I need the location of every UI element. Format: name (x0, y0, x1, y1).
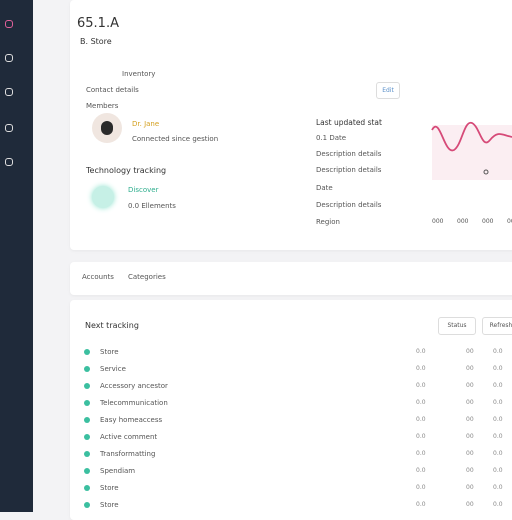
row-cell: 00 (466, 416, 474, 423)
button[interactable]: Status (438, 317, 476, 335)
row-label[interactable]: Transformatting (100, 450, 156, 458)
row-cell: 0.0 (493, 433, 503, 440)
row-cell: 0.0 (416, 450, 426, 457)
row-cell: 0.0 (416, 416, 426, 423)
row-cell: 0.0 (493, 382, 503, 389)
nav-icon[interactable] (5, 158, 13, 166)
row-cell: 0.0 (416, 348, 426, 355)
detail-line: 0.1 Date (316, 134, 347, 142)
row-cell: 0.0 (493, 467, 503, 474)
row-cell: 0.0 (416, 484, 426, 491)
edit-button[interactable]: Edit (376, 82, 400, 99)
row-cell: 0.0 (493, 365, 503, 372)
row-cell: 00 (466, 467, 474, 474)
detail-line: Description details (316, 166, 382, 174)
tracking-name[interactable]: Discover (128, 186, 159, 194)
row-cell: 00 (466, 399, 474, 406)
label: Inventory (122, 70, 156, 78)
row-label[interactable]: Easy homeaccess (100, 416, 163, 424)
nav-icon[interactable] (5, 124, 13, 132)
status-dot (84, 468, 90, 474)
x-label: 000 (482, 218, 494, 225)
tab[interactable]: Accounts (82, 273, 114, 281)
row-label[interactable]: Store (100, 501, 119, 509)
sparkline (431, 122, 512, 180)
status-dot (84, 502, 90, 508)
status-dot (84, 383, 90, 389)
x-label: 000 (432, 218, 444, 225)
row-label[interactable]: Spendiam (100, 467, 136, 475)
row-label[interactable]: Telecommunication (100, 399, 168, 407)
nav-icon[interactable] (5, 54, 13, 62)
marker (483, 169, 489, 175)
row-label[interactable]: Accessory ancestor (100, 382, 168, 390)
detail-line: Description details (316, 201, 382, 209)
row-cell: 00 (466, 433, 474, 440)
row-cell: 0.0 (493, 450, 503, 457)
row-cell: 00 (466, 382, 474, 389)
row-label[interactable]: Active comment (100, 433, 158, 441)
status-dot (84, 485, 90, 491)
line (431, 122, 512, 152)
section-title: Technology tracking (86, 166, 167, 175)
label: Members (86, 102, 119, 110)
details-title: Last updated stat (316, 118, 382, 127)
row-label[interactable]: Store (100, 484, 119, 492)
row-cell: 00 (466, 501, 474, 508)
status-dot (84, 451, 90, 457)
row-cell: 00 (466, 450, 474, 457)
subtitle: B. Store (80, 37, 112, 46)
row-cell: 0.0 (493, 484, 503, 491)
button[interactable]: Refresh (482, 317, 512, 335)
detail-line: Description details (316, 150, 382, 158)
row-cell: 0.0 (493, 348, 503, 355)
x-label: 000 (507, 218, 512, 225)
member-note: Connected since gestion (132, 135, 219, 143)
label: Contact details (86, 86, 139, 94)
nav-icon[interactable] (5, 88, 13, 96)
tabs-card (70, 262, 512, 295)
row-cell: 00 (466, 365, 474, 372)
detail-line: Date (316, 184, 333, 192)
list-title: Next tracking (85, 321, 139, 330)
title: 65.1.A (77, 16, 119, 31)
status-dot (84, 349, 90, 355)
avatar (92, 113, 122, 143)
row-cell: 0.0 (416, 467, 426, 474)
row-cell: 0.0 (493, 416, 503, 423)
member-name[interactable]: Dr. Jane (132, 120, 160, 128)
row-cell: 00 (466, 348, 474, 355)
row-cell: 0.0 (416, 382, 426, 389)
row-cell: 0.0 (416, 501, 426, 508)
tracking-note: 0.0 Ellements (128, 202, 176, 210)
status-dot (84, 400, 90, 406)
status-dot (84, 434, 90, 440)
row-cell: 0.0 (493, 399, 503, 406)
status-dot (84, 366, 90, 372)
row-cell: 00 (466, 484, 474, 491)
nav-icon[interactable] (5, 20, 13, 28)
sidebar (0, 0, 33, 512)
list-card (70, 300, 512, 520)
row-cell: 0.0 (493, 501, 503, 508)
tab[interactable]: Categories (128, 273, 166, 281)
row-label[interactable]: Store (100, 348, 119, 356)
row-cell: 0.0 (416, 433, 426, 440)
row-cell: 0.0 (416, 365, 426, 372)
row-label[interactable]: Service (100, 365, 126, 373)
row-cell: 0.0 (416, 399, 426, 406)
detail-line: Region (316, 218, 340, 226)
x-label: 000 (457, 218, 469, 225)
status-dot (84, 417, 90, 423)
tracking-icon (92, 186, 114, 208)
